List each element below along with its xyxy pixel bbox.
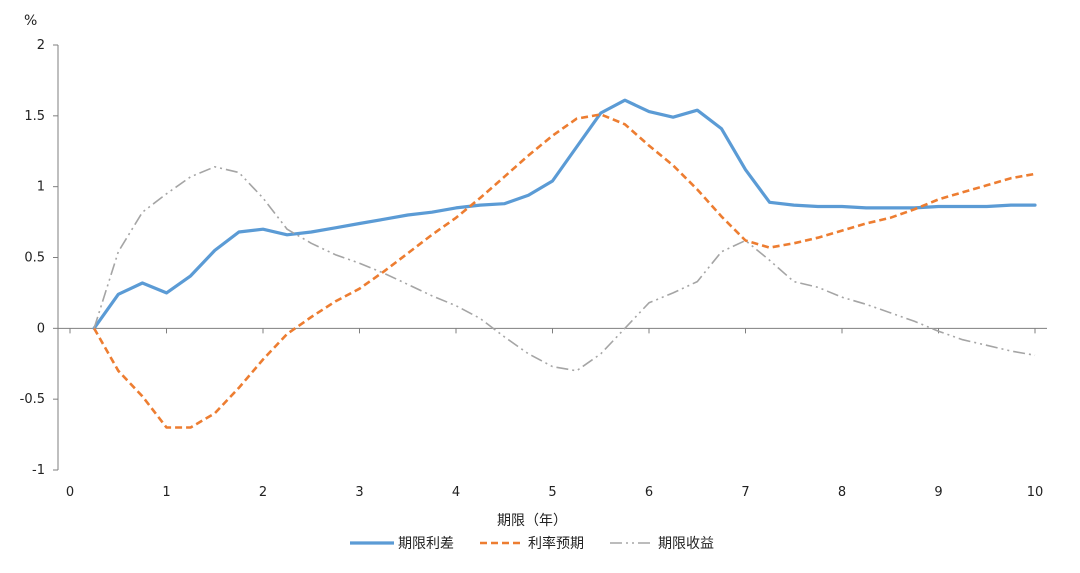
series-layer bbox=[92, 98, 1037, 429]
x-tick-label: 6 bbox=[645, 485, 653, 500]
x-tick-label: 3 bbox=[355, 485, 363, 500]
y-axis-unit-label: % bbox=[24, 13, 37, 29]
y-tick-label: -0.5 bbox=[20, 392, 45, 407]
x-tick-label: 10 bbox=[1027, 485, 1044, 500]
x-axis-title: 期限（年） bbox=[497, 513, 567, 529]
axes bbox=[53, 44, 1047, 471]
x-tick-label: 7 bbox=[741, 485, 749, 500]
x-tick-label: 5 bbox=[548, 485, 556, 500]
legend-label-2: 利率预期 bbox=[528, 535, 584, 552]
legend-label-1: 期限利差 bbox=[398, 536, 454, 552]
series-line-1 bbox=[92, 98, 1037, 330]
x-tick-label: 2 bbox=[259, 485, 267, 500]
x-tick-label: 4 bbox=[452, 485, 460, 500]
y-tick-label: -1 bbox=[32, 463, 45, 478]
series-line-2 bbox=[92, 113, 1036, 429]
x-tick-label: 0 bbox=[66, 485, 74, 500]
x-tick-label: 1 bbox=[162, 485, 170, 500]
legend-label-3: 期限收益 bbox=[658, 536, 714, 552]
y-tick-label: 1.5 bbox=[24, 109, 45, 124]
series-line-3 bbox=[93, 166, 1036, 372]
y-tick-label: 2 bbox=[37, 38, 45, 53]
y-tick-label: 0.5 bbox=[24, 251, 45, 266]
y-tick-label: 1 bbox=[37, 180, 45, 195]
tick-labels: -1 -0.5 0 0.5 1 1.5 2 0 1 2 3 4 5 6 7 8 9 10 bbox=[20, 38, 1044, 500]
x-tick-label: 9 bbox=[934, 485, 942, 500]
y-tick-label: 0 bbox=[37, 321, 45, 336]
legend: 期限利差 利率预期 期限收益 bbox=[350, 535, 714, 552]
x-tick-label: 8 bbox=[838, 485, 846, 500]
